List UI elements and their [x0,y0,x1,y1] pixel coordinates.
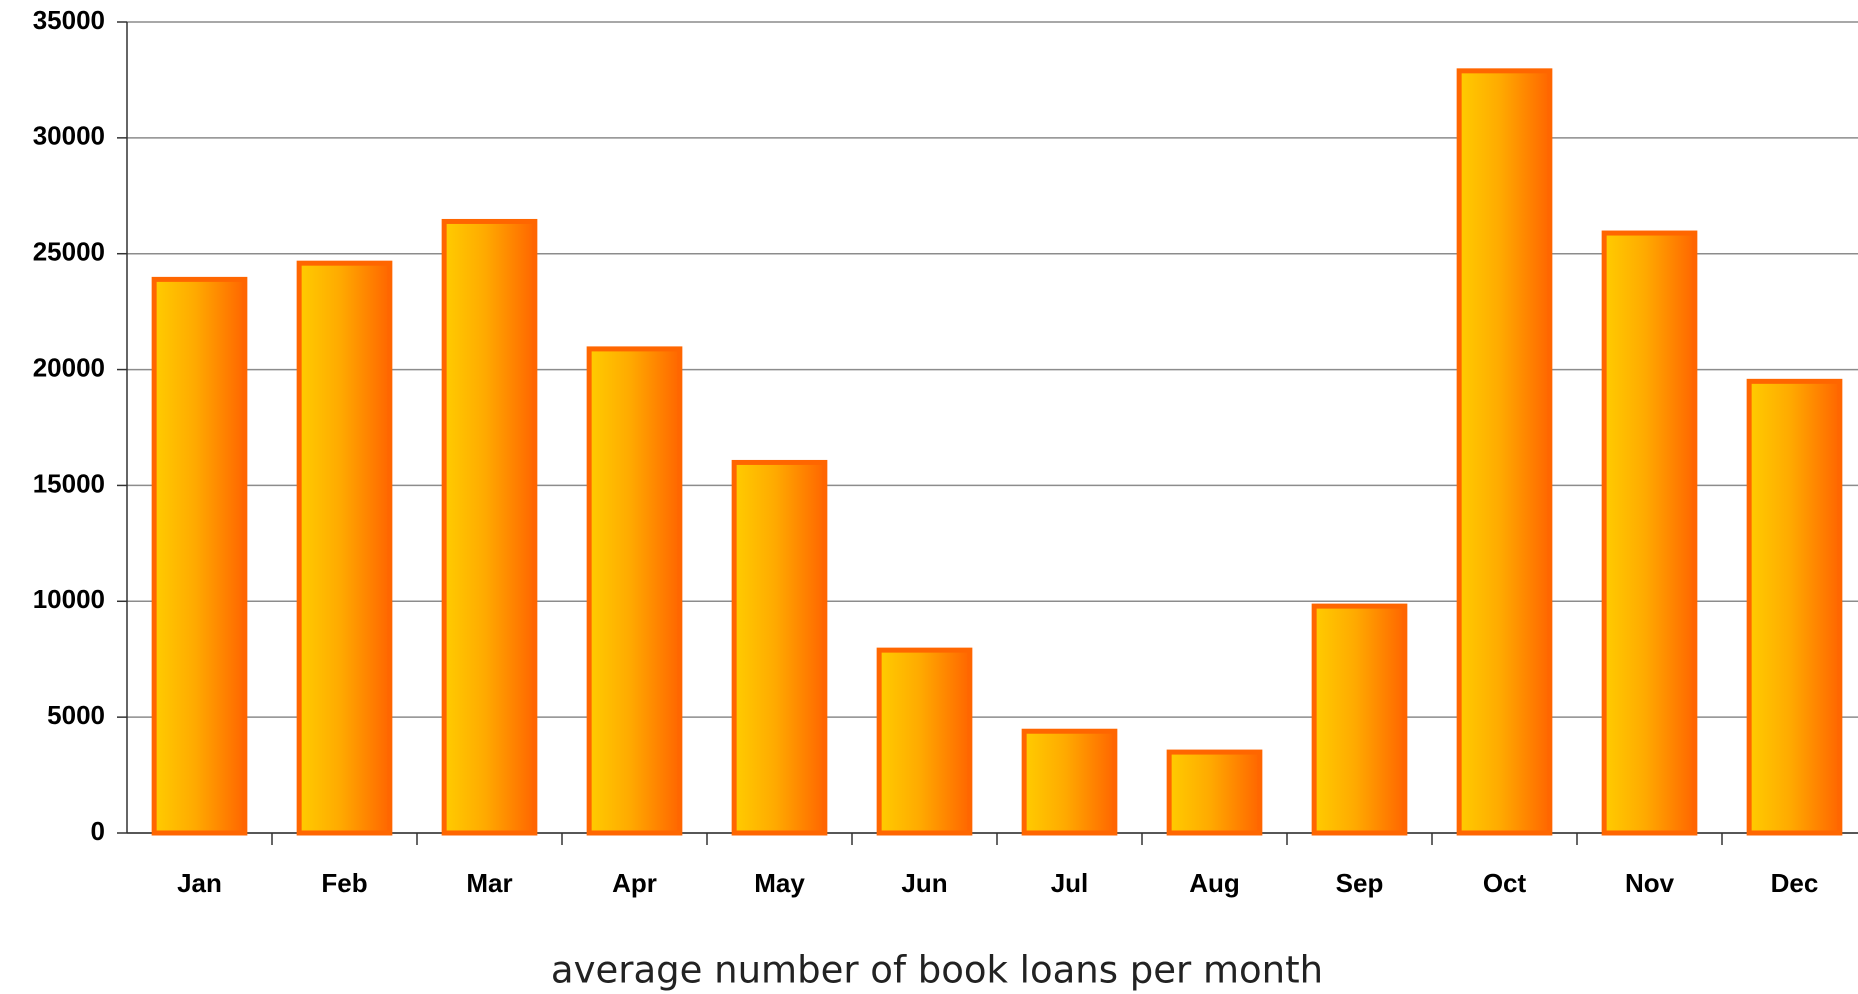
x-tick-label: May [754,868,805,898]
y-tick-label: 15000 [33,468,105,498]
x-tick-label: Apr [612,868,657,898]
bar [441,218,538,836]
bar [1456,68,1553,836]
x-tick-label: Aug [1189,868,1240,898]
y-tick-label: 30000 [33,121,105,151]
bar [731,459,828,836]
bar [1021,728,1118,836]
y-tick-label: 0 [91,816,105,846]
x-tick-label: Feb [321,868,367,898]
bar [1746,378,1843,836]
bar [1311,603,1408,836]
y-tick-label: 35000 [33,5,105,35]
x-tick-label: Mar [466,868,512,898]
bar [1601,230,1698,836]
y-tick-label: 20000 [33,352,105,382]
x-axis-label: average number of book loans per month [551,949,1323,992]
y-tick-label: 5000 [47,700,105,730]
x-tick-label: Jun [901,868,947,898]
y-tick-label: 25000 [33,237,105,267]
bar [1166,749,1263,836]
bar [296,260,393,836]
x-tick-label: Nov [1625,868,1675,898]
bar [151,276,248,836]
x-tick-label: Jan [177,868,222,898]
x-tick-label: Dec [1771,868,1819,898]
y-tick-label: 10000 [33,584,105,614]
bar [586,346,683,836]
x-tick-label: Sep [1336,868,1384,898]
bar [876,647,973,836]
x-tick-label: Jul [1051,868,1089,898]
x-tick-label: Oct [1483,868,1527,898]
